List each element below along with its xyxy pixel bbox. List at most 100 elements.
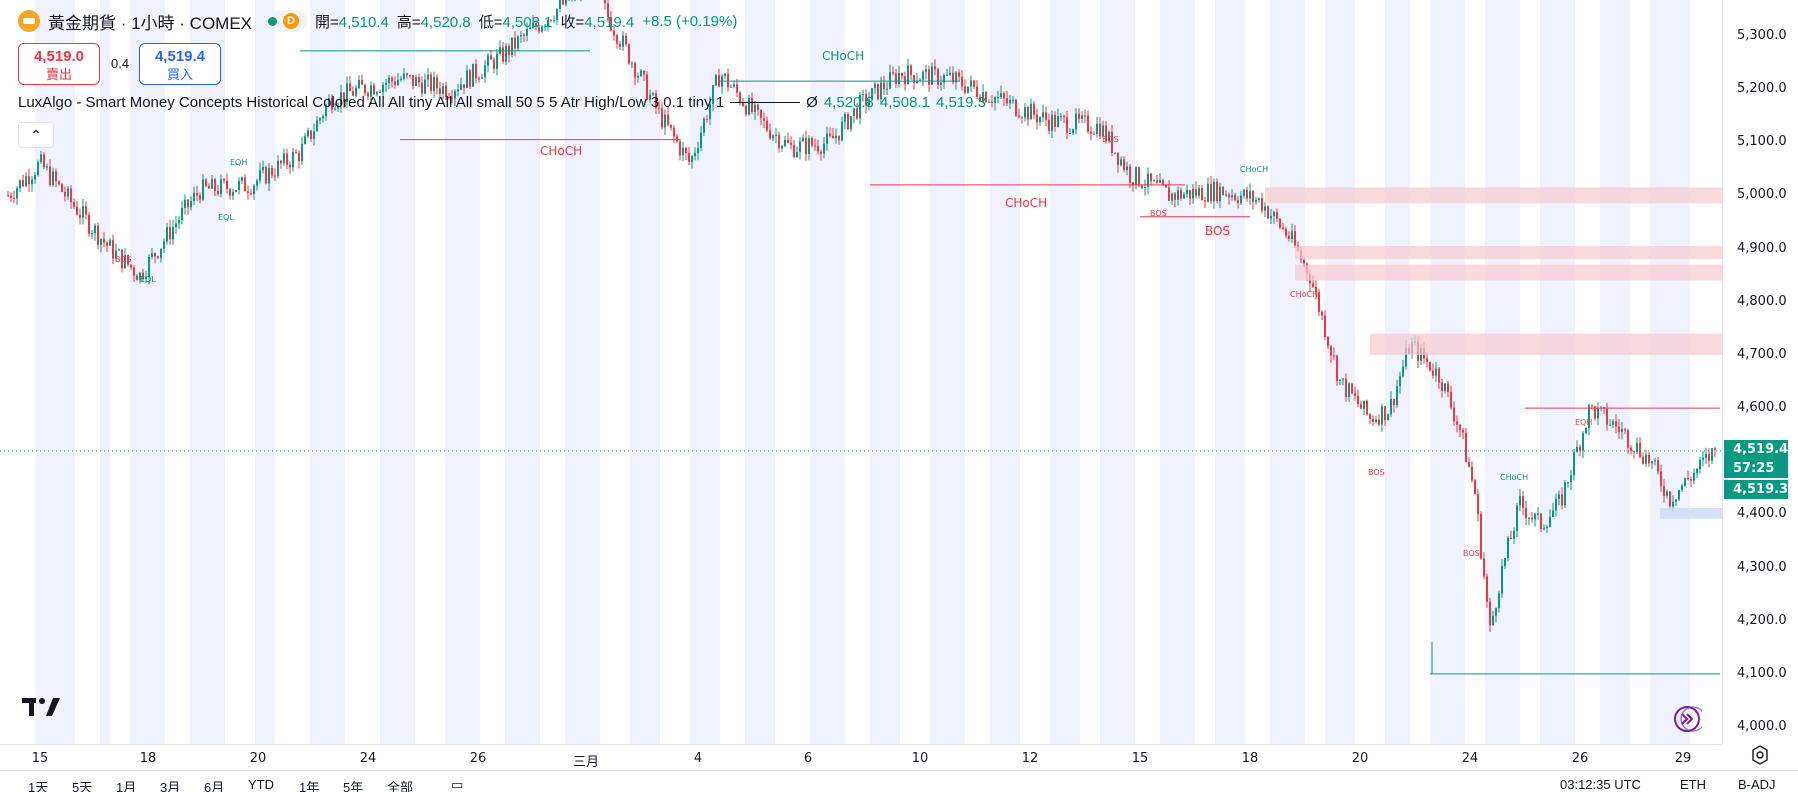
candle-body — [286, 153, 288, 165]
candle-body — [496, 53, 498, 69]
range-button[interactable]: 全部 — [387, 780, 414, 792]
session-toggle[interactable]: ETH — [1680, 777, 1706, 792]
adjustment-toggle[interactable]: B-ADJ — [1738, 777, 1776, 792]
candle-body — [1273, 212, 1275, 217]
candle-body — [1321, 311, 1323, 316]
candle-body — [655, 93, 657, 108]
candle-body — [1159, 180, 1161, 183]
supply-zone — [1295, 264, 1722, 281]
candle-body — [781, 145, 783, 149]
candle-body — [1018, 115, 1020, 118]
ohlc-high: 高=4,520.8 — [397, 11, 471, 32]
candle-body — [1711, 448, 1713, 461]
candle-body — [841, 121, 843, 141]
gear-icon[interactable] — [1750, 745, 1770, 765]
session-shading — [1540, 0, 1575, 744]
last-price: 4,519.4 — [1733, 442, 1789, 457]
range-button[interactable]: 1天 — [28, 780, 49, 792]
candle-body — [1669, 491, 1671, 507]
candle-body — [1051, 114, 1053, 131]
candle-body — [1561, 494, 1563, 506]
candle-body — [94, 225, 96, 234]
range-button[interactable]: 5天 — [72, 780, 93, 792]
candle-body — [118, 249, 120, 251]
candle-body — [364, 84, 366, 94]
range-button[interactable]: 6月 — [204, 780, 225, 792]
indicator-legend[interactable]: LuxAlgo - Smart Money Concepts Historica… — [18, 94, 986, 111]
candle-body — [169, 227, 171, 240]
candle-body — [358, 79, 360, 88]
candle-body — [376, 92, 378, 95]
candle-body — [202, 179, 204, 200]
supply-zone — [1295, 245, 1722, 260]
candle-body — [559, 0, 561, 9]
candle-body — [454, 91, 456, 99]
candle-body — [898, 72, 900, 84]
candle-body — [832, 135, 834, 139]
candle-body — [1657, 460, 1659, 472]
range-button[interactable]: 5年 — [343, 780, 364, 792]
candle-body — [427, 74, 429, 80]
candle-body — [55, 171, 57, 182]
range-button[interactable]: 3月 — [160, 780, 181, 792]
candle-body — [814, 145, 816, 147]
range-bar: 1天 5天 1月 3月 6月 YTD 1年 5年 全部 ▭ 03:12:35 UTC ETH B-ADJ — [0, 770, 1798, 792]
smc-label: BOS — [1102, 135, 1119, 144]
candle-body — [958, 72, 960, 77]
range-button[interactable]: YTD — [248, 777, 274, 792]
sell-button[interactable]: 4,519.0 賣出 — [18, 43, 100, 85]
candle-body — [517, 36, 519, 49]
supply-zone — [1370, 333, 1722, 355]
candle-body — [502, 47, 504, 62]
candle-body — [865, 94, 867, 106]
collapse-legend-button[interactable]: ⌃ — [18, 122, 54, 148]
candle-body — [1192, 189, 1194, 199]
indicator-name[interactable]: LuxAlgo - Smart Money Concepts Historica… — [18, 94, 725, 111]
time-axis[interactable]: 15 18 20 24 26 三月 4 6 10 12 15 18 20 24 26 29 — [0, 744, 1722, 770]
chart-canvas[interactable]: CHoCH CHoCH CHoCH BOS BOS EQL EQL EQH BOS CHoCH EQ… — [0, 0, 1722, 744]
candle-body — [880, 82, 882, 100]
market-status[interactable]: D — [260, 10, 308, 32]
candle-body — [544, 26, 546, 28]
candle-body — [181, 207, 183, 220]
candle-body — [946, 74, 948, 76]
session-shading — [1270, 0, 1305, 744]
candle-body — [1708, 453, 1710, 461]
utc-clock[interactable]: 03:12:35 UTC — [1560, 777, 1641, 792]
candle-body — [1402, 366, 1404, 377]
candle-body — [1570, 475, 1572, 483]
tradingview-logo[interactable] — [22, 696, 62, 718]
candle-body — [760, 109, 762, 119]
candle-body — [1204, 200, 1206, 202]
candle-body — [1147, 173, 1149, 187]
range-button[interactable]: 1年 — [299, 780, 320, 792]
chart-area[interactable]: CHoCH CHoCH CHoCH BOS BOS EQL EQL EQH BOS CHoCH EQ… — [0, 0, 1722, 744]
candle-body — [1057, 116, 1059, 127]
candle-body — [1114, 152, 1116, 154]
candle-body — [1072, 129, 1074, 134]
chart-title[interactable]: 黃金期貨 · 1小時 · COMEX — [48, 13, 253, 33]
candle-body — [1654, 460, 1656, 462]
candle-body — [1558, 494, 1560, 499]
candle-body — [928, 69, 930, 85]
candle-body — [952, 72, 954, 83]
time-tick-label: 6 — [803, 751, 813, 766]
price-tick-label: 5,300.0 — [1737, 28, 1787, 43]
price-axis[interactable]: 5,300.0 5,200.0 5,100.0 5,000.0 4,900.0 4,800… — [1722, 0, 1798, 744]
replay-icon[interactable] — [1672, 704, 1702, 734]
candle-body — [1564, 482, 1566, 506]
candle-body — [1120, 159, 1122, 165]
candle-body — [73, 202, 75, 207]
candle-body — [313, 131, 315, 139]
price-tick-label: 4,000.0 — [1737, 719, 1787, 734]
price-tick-label: 5,100.0 — [1737, 134, 1787, 150]
candle-body — [163, 241, 165, 249]
buy-button[interactable]: 4,519.4 買入 — [139, 43, 221, 85]
candle-body — [772, 135, 774, 139]
candle-body — [475, 63, 477, 79]
candle-body — [1084, 115, 1086, 117]
candle-body — [934, 66, 936, 70]
candle-body — [1303, 259, 1305, 264]
calendar-icon[interactable]: ▭ — [451, 777, 464, 792]
range-button[interactable]: 1月 — [116, 780, 137, 792]
